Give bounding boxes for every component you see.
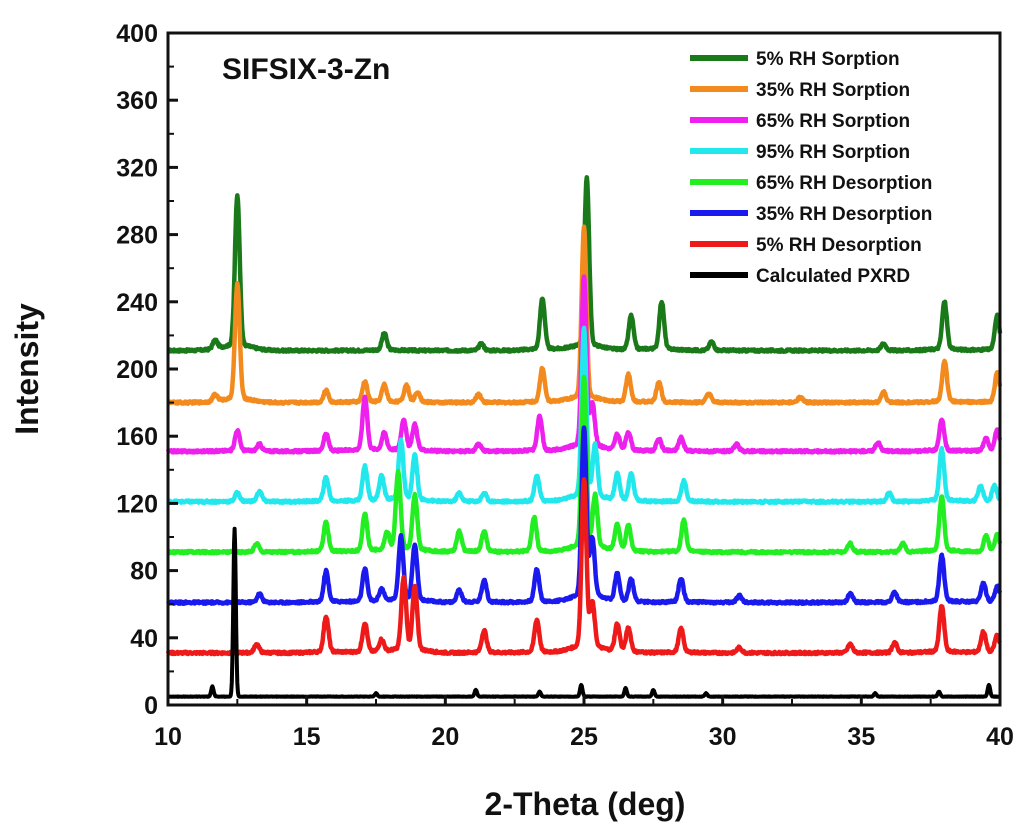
chart-title: SIFSIX-3-Zn: [222, 53, 390, 86]
x-tick-label: 40: [986, 723, 1014, 751]
legend-label: 35% RH Desorption: [756, 204, 932, 225]
series-curves: [165, 175, 1003, 699]
y-axis-title: Intensity: [9, 303, 45, 435]
y-tick-label: 400: [116, 20, 158, 48]
y-tick-label: 320: [116, 154, 158, 182]
axes: 10 15 20 25 30 35 4004080120160200240280320360…: [116, 20, 1014, 751]
legend-label: 65% RH Sorption: [756, 111, 910, 132]
series-line: [166, 425, 1003, 606]
series-line: [166, 224, 1003, 406]
y-tick-label: 360: [116, 87, 158, 115]
x-tick-label: 35: [847, 723, 875, 751]
x-tick-label: 30: [709, 723, 737, 751]
legend-label: 5% RH Sorption: [756, 49, 900, 70]
series-line: [166, 325, 1003, 506]
legend-label: 35% RH Sorption: [756, 80, 910, 101]
legend-label: Calculated PXRD: [756, 266, 910, 287]
x-tick-label: 15: [293, 723, 321, 751]
legend: 5% RH Sorption 35% RH Sorption 65% RH Sorp…: [690, 49, 932, 287]
y-tick-label: 200: [116, 356, 158, 384]
series-line: [165, 274, 1003, 455]
y-tick-label: 0: [144, 692, 158, 720]
x-tick-label: 25: [570, 723, 598, 751]
legend-label: 65% RH Desorption: [756, 173, 932, 194]
y-tick-label: 120: [116, 490, 158, 518]
x-tick-label: 10: [154, 723, 182, 751]
y-tick-label: 160: [116, 423, 158, 451]
series-line: [166, 374, 1003, 556]
x-tick-label: 20: [431, 723, 459, 751]
y-tick-label: 240: [116, 289, 158, 317]
y-tick-label: 280: [116, 222, 158, 250]
legend-label: 5% RH Desorption: [756, 235, 922, 256]
y-tick-label: 40: [130, 625, 158, 653]
y-tick-label: 80: [130, 558, 158, 586]
legend-label: 95% RH Sorption: [756, 142, 910, 163]
x-axis-title: 2-Theta (deg): [485, 786, 686, 822]
series-line: [165, 477, 1002, 657]
